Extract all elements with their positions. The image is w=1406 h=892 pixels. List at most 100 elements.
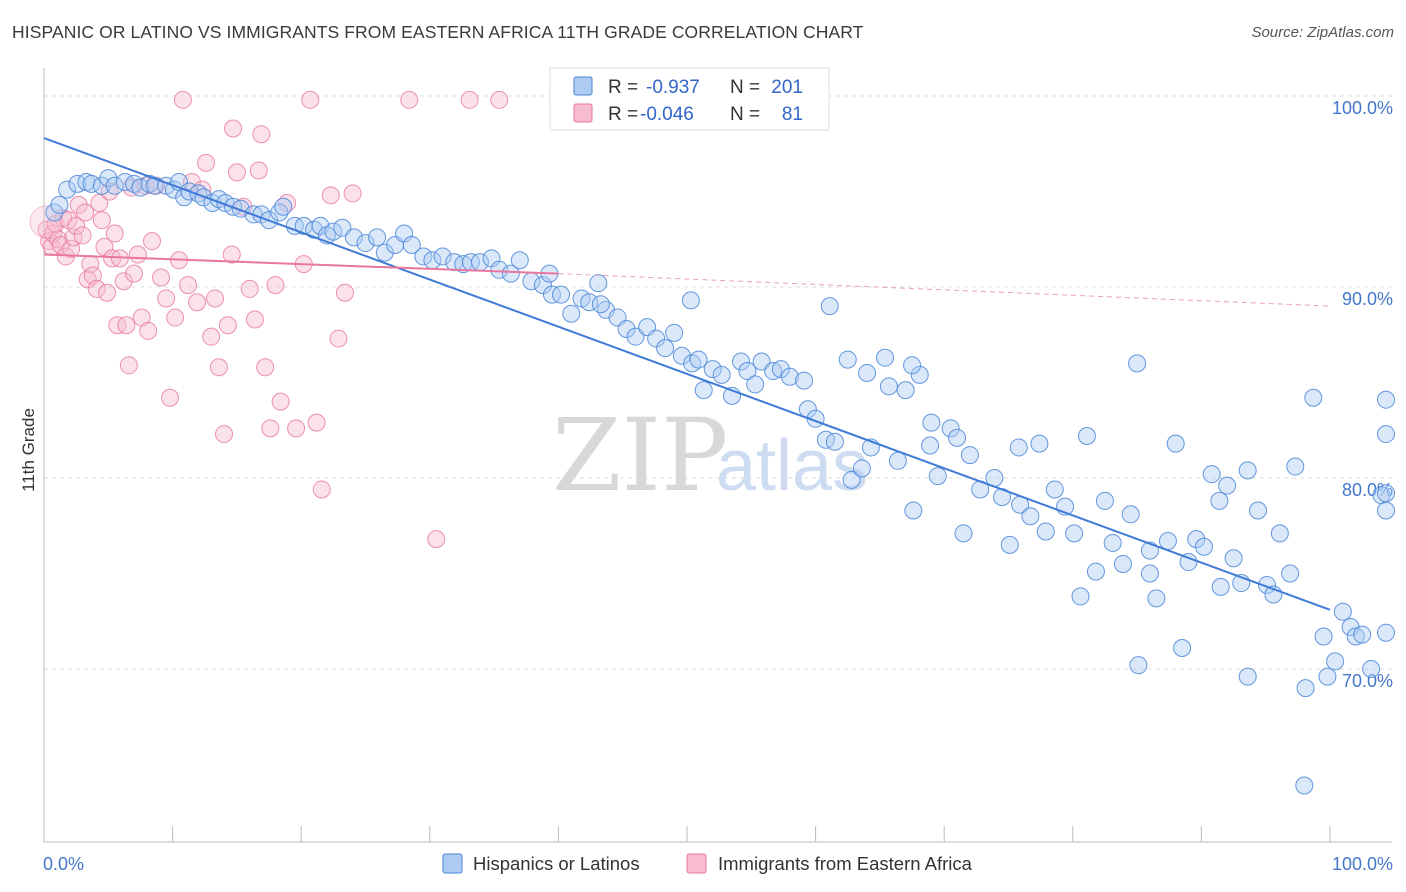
pink-point-23 <box>98 283 117 302</box>
blue-point-81 <box>746 375 765 394</box>
blue-point-76 <box>703 360 722 379</box>
blue-point-47 <box>433 247 452 266</box>
blue-point-139 <box>1238 461 1257 480</box>
blue-point-154 <box>1353 625 1372 644</box>
blue-point-91 <box>838 350 857 369</box>
blue-point-92 <box>842 470 861 489</box>
blue-point-7 <box>99 169 118 188</box>
blue-point-80 <box>738 362 757 381</box>
blue-point-159 <box>1377 425 1395 444</box>
legend-n-label-1: N = <box>730 77 760 98</box>
blue-point-140 <box>1248 501 1267 520</box>
blue-point-144 <box>1281 564 1300 583</box>
pink-point-40 <box>152 268 171 287</box>
blue-point-3 <box>68 174 87 193</box>
blue-point-100 <box>910 365 929 384</box>
blue-point-6 <box>92 176 111 195</box>
bottom-legend-label-hispanics: Hispanics or Latinos <box>473 853 640 874</box>
pink-point-78 <box>460 90 479 109</box>
blue-point-70 <box>656 339 675 358</box>
pink-point-70 <box>307 413 326 432</box>
blue-point-53 <box>490 260 509 279</box>
legend-n-value-1: 201 <box>771 77 803 98</box>
blue-point-114 <box>1036 522 1055 541</box>
blue-point-95 <box>876 348 895 367</box>
blue-point-101 <box>921 436 940 455</box>
blue-point-169 <box>1238 667 1257 686</box>
bottom-legend-swatch-pink <box>686 853 707 874</box>
blue-point-147 <box>1304 388 1323 407</box>
pink-point-34 <box>128 245 147 264</box>
legend-box <box>549 67 830 131</box>
blue-point-96 <box>879 377 898 396</box>
blue-point-8 <box>105 176 124 195</box>
blue-point-84 <box>771 360 790 379</box>
y-tick-label-80: 80.0% <box>1342 480 1393 500</box>
pink-point-71 <box>312 480 331 499</box>
chart-title: HISPANIC OR LATINO VS IMMIGRANTS FROM EA… <box>12 22 864 42</box>
y-tick-label-90: 90.0% <box>1342 289 1393 309</box>
blue-point-120 <box>1086 562 1105 581</box>
blue-point-129 <box>1166 434 1185 453</box>
pink-point-10 <box>62 239 81 258</box>
blue-point-158 <box>1377 390 1395 409</box>
y-tick-labels: 70.0% 80.0% 90.0% 100.0% <box>1332 98 1393 691</box>
pink-point-31 <box>119 356 138 375</box>
pink-point-64 <box>266 276 285 295</box>
blue-point-39 <box>356 234 375 253</box>
blue-point-171 <box>1128 354 1147 373</box>
blue-point-97 <box>888 451 907 470</box>
blue-point-170 <box>1295 776 1314 795</box>
blue-point-132 <box>1187 530 1206 549</box>
trend-line-hispanics <box>43 137 1331 611</box>
series-legend: Hispanics or Latinos Immigrants from Eas… <box>442 853 973 874</box>
blue-point-136 <box>1218 476 1237 495</box>
blue-point-167 <box>820 297 839 316</box>
blue-point-85 <box>780 367 799 386</box>
blue-point-155 <box>1362 660 1381 678</box>
blue-point-105 <box>954 524 973 543</box>
pink-point-81 <box>249 161 268 180</box>
pink-point-65 <box>271 392 290 411</box>
blue-point-162 <box>1211 577 1230 596</box>
watermark-zip: ZIP <box>552 397 728 514</box>
pink-point-42 <box>161 388 180 407</box>
blue-point-66 <box>617 320 636 339</box>
blue-point-110 <box>1000 535 1019 554</box>
blue-point-119 <box>1077 426 1096 445</box>
blue-point-146 <box>1296 679 1315 698</box>
pink-point-18 <box>83 266 102 285</box>
blue-point-161 <box>1377 623 1395 642</box>
pink-point-75 <box>343 184 362 203</box>
blue-point-172 <box>681 291 700 310</box>
blue-point-11 <box>131 178 150 197</box>
pink-point-56 <box>222 245 241 264</box>
blue-point-168 <box>922 413 941 432</box>
blue-point-166 <box>858 363 877 382</box>
pink-point-37 <box>139 321 158 340</box>
blue-point-55 <box>510 251 529 270</box>
pink-point-53 <box>209 358 228 377</box>
trend-lines <box>43 137 1331 611</box>
blue-point-2 <box>58 180 77 199</box>
blue-point-148 <box>1314 627 1333 646</box>
blue-point-133 <box>1194 537 1213 556</box>
gridlines <box>44 95 1392 670</box>
blue-point-125 <box>1129 656 1148 675</box>
blue-point-115 <box>1045 480 1064 499</box>
blue-point-40 <box>368 228 387 247</box>
pink-point-19 <box>87 279 106 298</box>
pink-point-73 <box>329 329 348 348</box>
pink-point-21 <box>92 211 111 230</box>
blue-point-174 <box>591 295 610 314</box>
blue-point-44 <box>402 235 421 254</box>
blue-point-74 <box>689 350 708 369</box>
watermark-atlas: atlas <box>716 426 868 506</box>
pink-point-33 <box>125 264 144 283</box>
pink-point-80 <box>224 119 243 138</box>
legend-r-value-2: -0.046 <box>640 104 694 125</box>
pink-point-38 <box>143 232 162 251</box>
pink-point-45 <box>173 90 192 109</box>
blue-point-112 <box>1021 507 1040 526</box>
